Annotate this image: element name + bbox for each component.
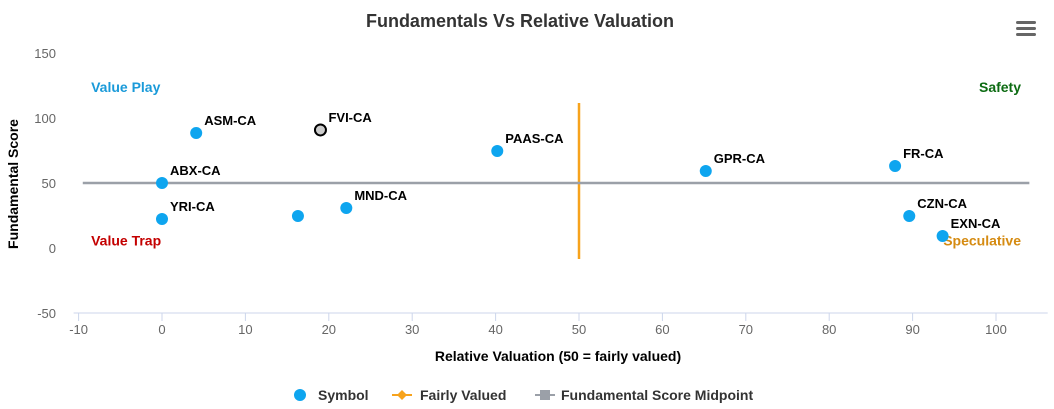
y-tick-label: 150 (34, 46, 56, 61)
x-tick-label: 70 (739, 322, 753, 337)
y-tick-label: 0 (49, 241, 56, 256)
legend-label: Symbol (318, 387, 369, 403)
quadrant-label: Value Trap (91, 232, 161, 248)
legend-circle-icon (294, 389, 306, 401)
y-axis-ticks: -50 0 50 100 150 (34, 46, 56, 321)
data-point[interactable] (156, 213, 168, 226)
y-tick-label: 100 (34, 111, 56, 126)
data-point[interactable] (156, 177, 168, 189)
x-tick-label: 10 (238, 322, 252, 337)
data-point[interactable] (903, 210, 916, 223)
data-point-label: ASM-CA (204, 113, 257, 128)
data-point[interactable] (699, 165, 712, 178)
legend-item-fairly-valued[interactable]: Fairly Valued (392, 387, 506, 403)
data-point-label: YRI-CA (170, 199, 215, 214)
chart-title: Fundamentals Vs Relative Valuation (366, 11, 674, 31)
legend: Symbol Fairly Valued Fundamental Score Mid… (294, 387, 753, 403)
data-point[interactable] (936, 230, 949, 243)
data-point-label: CZN-CA (917, 196, 967, 211)
quadrant-label: Safety (979, 79, 1021, 95)
data-point-label: FR-CA (903, 146, 944, 161)
x-tick-label: 20 (322, 322, 336, 337)
data-point-label: GPR-CA (714, 151, 766, 166)
y-axis-title: Fundamental Score (5, 119, 21, 249)
data-point-label: PAAS-CA (505, 131, 564, 146)
x-tick-label: 60 (655, 322, 669, 337)
data-point-label: FVI-CA (328, 110, 372, 125)
data-point-label: ABX-CA (170, 163, 221, 178)
legend-item-symbol[interactable]: Symbol (294, 387, 369, 403)
legend-square-icon (540, 390, 550, 400)
legend-label: Fairly Valued (420, 387, 506, 403)
data-point[interactable] (889, 159, 902, 172)
data-point[interactable] (190, 126, 203, 139)
quadrant-label: Value Play (91, 79, 160, 95)
menu-button[interactable] (1012, 17, 1038, 39)
x-tick-label: 90 (905, 322, 919, 337)
legend-item-fundamental-score-midpoint[interactable]: Fundamental Score Midpoint (535, 387, 753, 403)
quadrant-labels: Value Play Safety Value Trap Speculative (91, 79, 1021, 248)
x-tick-label: 100 (985, 322, 1007, 337)
x-axis: -10 0 10 20 30 40 50 60 70 80 90 100 (69, 312, 1048, 337)
data-points: ASM-CA FVI-CA PAAS-CA ABX-CA YRI-CA MND-CA GPR… (156, 110, 1001, 243)
x-tick-label: 80 (822, 322, 836, 337)
x-tick-label: -10 (69, 322, 88, 337)
reference-lines (82, 103, 1030, 260)
hamburger-menu-icon (1016, 21, 1036, 36)
data-point-highlighted[interactable] (313, 123, 327, 137)
y-tick-label: -50 (37, 306, 56, 321)
quadrant-label: Speculative (943, 232, 1021, 248)
data-point[interactable] (291, 210, 304, 223)
data-point[interactable] (491, 145, 504, 158)
x-tick-label: 40 (488, 322, 502, 337)
legend-label: Fundamental Score Midpoint (561, 387, 753, 403)
x-tick-label: 0 (158, 322, 165, 337)
y-tick-label: 50 (42, 176, 56, 191)
x-tick-label: 30 (405, 322, 419, 337)
data-point-label: MND-CA (354, 188, 407, 203)
data-point-label: EXN-CA (951, 216, 1001, 231)
x-axis-title: Relative Valuation (50 = fairly valued) (435, 348, 681, 364)
x-tick-label: 50 (572, 322, 586, 337)
legend-diamond-icon (397, 390, 407, 400)
data-point[interactable] (340, 201, 353, 214)
